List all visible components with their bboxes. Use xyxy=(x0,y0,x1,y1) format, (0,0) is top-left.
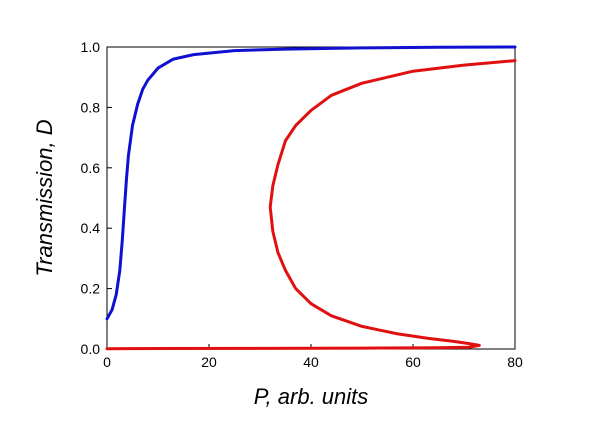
y-tick-label: 0.2 xyxy=(81,281,101,297)
y-tick-label: 0.0 xyxy=(81,341,101,357)
series-line-2 xyxy=(105,59,517,351)
y-axis-title: Transmission, D xyxy=(32,119,57,276)
y-tick-label: 0.6 xyxy=(81,160,101,176)
y-tick-label: 1.0 xyxy=(81,39,101,55)
x-tick-label: 80 xyxy=(507,354,523,370)
axis-ticks: 0 20 40 60 80 0.0 0.2 0.4 0.6 0.8 1.0 xyxy=(81,39,523,370)
x-axis-title: P, arb. units xyxy=(254,384,369,409)
x-tick-label: 60 xyxy=(405,354,421,370)
x-tick-label: 20 xyxy=(201,354,217,370)
x-tick-label: 40 xyxy=(303,354,319,370)
series-line-1 xyxy=(105,45,517,321)
x-tick-label: 0 xyxy=(103,354,111,370)
y-tick-label: 0.8 xyxy=(81,99,101,115)
series-layer xyxy=(105,45,517,351)
y-tick-label: 0.4 xyxy=(81,220,101,236)
